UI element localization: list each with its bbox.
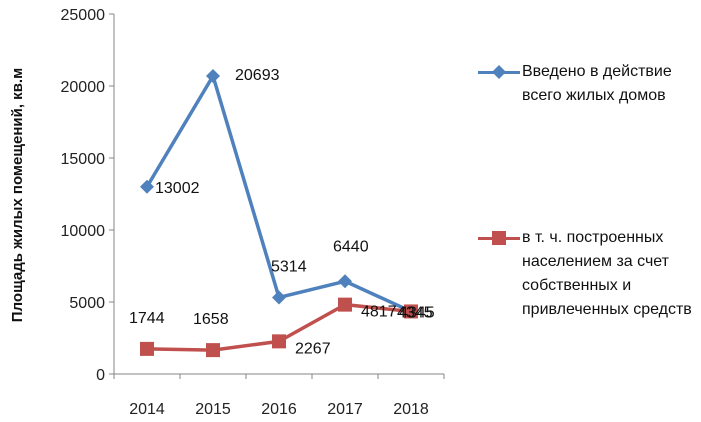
- data-label-series-2: 4345: [397, 304, 433, 321]
- data-label-series-1: 20693: [235, 67, 280, 84]
- x-tick-label: 2015: [195, 401, 231, 418]
- data-label-series-2: 4817: [361, 304, 397, 321]
- y-tick-label: 0: [96, 367, 105, 384]
- legend-marker-diamond: [492, 65, 506, 79]
- data-label-series-2: 2267: [295, 340, 331, 357]
- data-point-series-1: [206, 69, 220, 84]
- y-tick-label: 5000: [69, 295, 105, 312]
- x-tick-label: 2016: [261, 401, 297, 418]
- data-label-series-2: 1744: [129, 310, 165, 327]
- data-point-series-2: [404, 304, 418, 319]
- data-label-series-1: 13002: [155, 180, 200, 197]
- data-point-series-2: [272, 334, 286, 349]
- y-tick-label: 10000: [61, 223, 106, 240]
- data-label-series-1: 4345: [399, 304, 435, 321]
- data-label-series-2: 1658: [193, 311, 229, 328]
- x-tick-label: 2014: [129, 401, 165, 418]
- data-point-series-2: [338, 297, 352, 312]
- x-tick-label: 2017: [327, 401, 363, 418]
- y-tick-label: 25000: [61, 7, 106, 24]
- y-tick-label: 15000: [61, 151, 106, 168]
- data-point-series-2: [206, 343, 220, 358]
- data-label-series-1: 6440: [333, 238, 369, 255]
- data-point-series-1: [272, 290, 286, 305]
- data-point-series-1: [338, 274, 352, 289]
- legend-label-series-2: в т. ч. построенных населением за счет с…: [522, 229, 692, 318]
- data-point-series-1: [140, 179, 154, 194]
- y-axis-label: Площадь жилых помещений, кв.м: [9, 68, 26, 322]
- data-point-series-2: [140, 341, 154, 356]
- legend-label-series-1: Введено в действие всего жилых домов: [522, 63, 672, 104]
- data-label-series-1: 5314: [271, 258, 307, 275]
- x-tick-label: 2018: [393, 401, 429, 418]
- legend-marker-square: [492, 231, 506, 245]
- y-tick-label: 20000: [61, 79, 106, 96]
